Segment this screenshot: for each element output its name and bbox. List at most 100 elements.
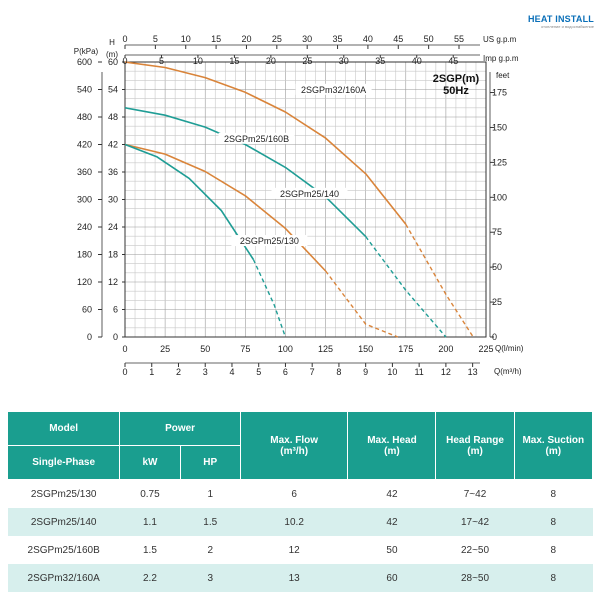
- feet-axis-label: feet: [496, 71, 510, 80]
- impgpm-axis-label: Imp g.p.m: [483, 54, 519, 63]
- impgpm-tick-label: 40: [412, 56, 422, 66]
- m3h-tick-label: 3: [203, 367, 208, 377]
- chart-labels: 2SGPm32/160A 2SGPm25/160B 2SGPm25/140 2SGPm…: [218, 83, 372, 247]
- cell-max-flow: 6: [240, 479, 348, 508]
- impgpm-tick-label: 45: [448, 56, 458, 66]
- pressure-tick-label: 60: [82, 305, 92, 315]
- curve-tail-2SGPm25/160B: [365, 236, 447, 338]
- curve-label-bg: [271, 187, 348, 199]
- pressure-tick-label: 240: [77, 222, 92, 232]
- header-max-head-label: Max. Head: [367, 434, 417, 446]
- pressure-tick-label: 300: [77, 195, 92, 205]
- m3h-tick-label: 6: [283, 367, 288, 377]
- head-tick-label: 60: [108, 57, 118, 67]
- header-max-head: Max. Head (m): [347, 411, 437, 480]
- cell-max-suction: 8: [514, 564, 593, 592]
- cell-hp: 1: [180, 479, 241, 508]
- cell-max-flow: 12: [240, 536, 348, 564]
- impgpm-tick-label: 15: [229, 56, 239, 66]
- header-hp: HP: [179, 445, 241, 480]
- header-model: Model: [6, 411, 121, 446]
- lmin-axis-label: Q(l/min): [495, 344, 524, 353]
- lmin-tick-label: 100: [278, 344, 293, 354]
- feet-tick-label: 75: [492, 227, 502, 237]
- lmin-tick-label: 125: [318, 344, 333, 354]
- feet-tick-label: 125: [492, 157, 507, 167]
- cell-head-range: 7~42: [435, 479, 515, 508]
- cell-model: 2SGPm25/140: [7, 508, 120, 536]
- chart-grid: [124, 61, 487, 338]
- pressure-tick-label: 600: [77, 57, 92, 67]
- impgpm-tick-label: 20: [266, 56, 276, 66]
- header-max-suction: Max. Suction (m): [513, 411, 594, 480]
- impgpm-tick-label: 0: [122, 56, 127, 66]
- head-tick-label: 0: [113, 332, 118, 342]
- head-tick-label: 36: [108, 167, 118, 177]
- head-tick-label: 54: [108, 85, 118, 95]
- cell-max-flow: 10.2: [240, 508, 348, 536]
- table-row: 2SGPm32/160A 2.2 3 13 60 28~50 8: [7, 564, 593, 592]
- table-row: 2SGPm25/160B 1.5 2 12 50 22~50 8: [7, 536, 593, 564]
- cell-head-range: 17~42: [435, 508, 515, 536]
- feet-tick-label: 150: [492, 122, 507, 132]
- cell-max-suction: 8: [514, 508, 593, 536]
- cell-max-head: 42: [347, 508, 436, 536]
- lmin-tick-label: 75: [240, 344, 250, 354]
- lmin-tick-label: 150: [358, 344, 373, 354]
- curve-label: 2SGPm25/160B: [224, 134, 289, 144]
- cell-hp: 3: [180, 564, 241, 592]
- table-row: 2SGPm25/130 0.75 1 6 42 7~42 8: [7, 479, 593, 508]
- header-max-suction-label: Max. Suction: [522, 434, 585, 446]
- m3h-tick-label: 2: [176, 367, 181, 377]
- impgpm-tick-label: 10: [193, 56, 203, 66]
- header-max-flow-label: Max. Flow: [270, 434, 319, 446]
- head-tick-label: 30: [108, 195, 118, 205]
- head-axis-unit: (m): [106, 50, 118, 59]
- cell-model: 2SGPm32/160A: [7, 564, 120, 592]
- curve-label-bg: [295, 83, 372, 95]
- header-head-range-label: Head Range: [446, 434, 504, 446]
- m3h-tick-label: 10: [387, 367, 397, 377]
- impgpm-tick-label: 5: [159, 56, 164, 66]
- usgpm-tick-label: 50: [424, 34, 434, 44]
- chart-axes: 0612182430364248546006012018024030036042…: [74, 34, 524, 377]
- lmin-tick-label: 175: [398, 344, 413, 354]
- feet-tick-label: 0: [492, 332, 497, 342]
- pressure-tick-label: 0: [87, 332, 92, 342]
- impgpm-tick-label: 30: [339, 56, 349, 66]
- usgpm-tick-label: 55: [454, 34, 464, 44]
- header-single-phase: Single-Phase: [6, 445, 121, 480]
- curve-label: 2SGPm25/140: [280, 189, 339, 199]
- cell-head-range: 22~50: [435, 536, 515, 564]
- pressure-tick-label: 360: [77, 167, 92, 177]
- header-max-head-unit: (m): [384, 445, 400, 457]
- m3h-tick-label: 9: [363, 367, 368, 377]
- pump-performance-chart: 0612182430364248546006012018024030036042…: [74, 34, 524, 377]
- head-axis-label: H: [109, 38, 115, 47]
- cell-model: 2SGPm25/130: [7, 479, 120, 508]
- impgpm-tick-label: 25: [302, 56, 312, 66]
- pressure-tick-label: 120: [77, 277, 92, 287]
- cell-max-head: 60: [347, 564, 436, 592]
- lmin-tick-label: 0: [122, 344, 127, 354]
- curve-tail-2SGPm25/140: [325, 270, 399, 338]
- pressure-axis-label: P(kPa): [74, 47, 99, 56]
- usgpm-tick-label: 10: [181, 34, 191, 44]
- curve-2SGPm32/160A: [124, 61, 407, 225]
- header-kw: kW: [119, 445, 181, 480]
- header-head-range: Head Range (m): [435, 411, 515, 480]
- feet-tick-label: 175: [492, 88, 507, 98]
- lmin-tick-label: 225: [478, 344, 493, 354]
- usgpm-tick-label: 0: [122, 34, 127, 44]
- curve-label-bg: [218, 132, 295, 144]
- feet-tick-label: 100: [492, 192, 507, 202]
- pressure-tick-label: 480: [77, 112, 92, 122]
- pressure-tick-label: 540: [77, 85, 92, 95]
- cell-hp: 1.5: [180, 508, 241, 536]
- head-tick-label: 6: [113, 305, 118, 315]
- m3h-tick-label: 0: [122, 367, 127, 377]
- head-tick-label: 48: [108, 112, 118, 122]
- brand-logo: HEAT INSTALL отопление и водоснабжение: [528, 14, 594, 29]
- cell-kw: 0.75: [119, 479, 181, 508]
- curve-label: 2SGPm25/130: [240, 236, 299, 246]
